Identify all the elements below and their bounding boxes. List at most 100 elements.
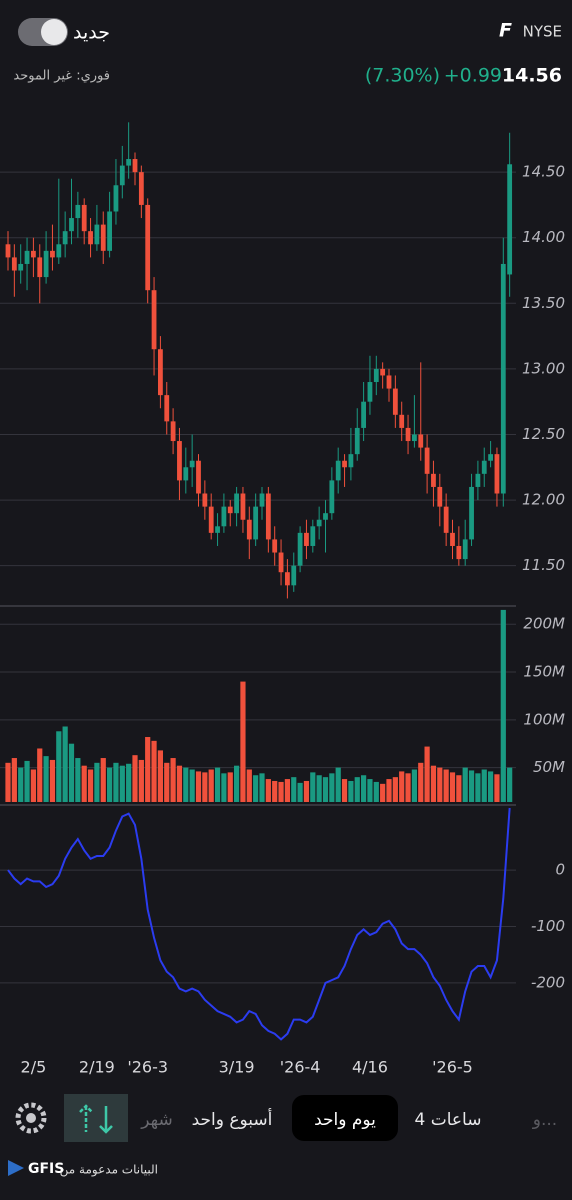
candle-body	[354, 427, 360, 455]
y-tick-label: 14.50	[522, 163, 565, 181]
candle-body	[50, 250, 55, 258]
volume-bar	[303, 780, 310, 802]
ticker: F	[499, 20, 512, 42]
candle-body	[145, 204, 151, 291]
volume-bar	[284, 779, 290, 802]
candle-body	[56, 244, 62, 258]
tab[interactable]: 4 ساعات	[415, 1110, 482, 1130]
candle-body	[424, 447, 430, 474]
volume-bar	[462, 767, 468, 802]
volume-bar	[18, 767, 24, 802]
volume-bar	[151, 740, 157, 802]
x-tick-label: '26-5	[432, 1058, 473, 1077]
volume-bar	[500, 609, 506, 802]
candle-body	[126, 159, 132, 166]
volume-bar	[456, 775, 462, 802]
candle-body	[138, 172, 144, 205]
candle-body	[164, 395, 170, 422]
volume-bar	[297, 782, 303, 802]
candle-body	[488, 454, 493, 461]
volume-bar	[437, 767, 443, 802]
volume-bar	[24, 760, 30, 802]
x-tick-label: 4/16	[352, 1058, 388, 1077]
candle-body	[316, 519, 322, 527]
y-tick-label: 100M	[523, 710, 565, 728]
selected-tab-bg[interactable]	[292, 1095, 398, 1141]
candle-body	[335, 460, 341, 481]
candle-body	[386, 375, 392, 389]
price: 14.56	[502, 65, 562, 87]
candle-body	[62, 231, 68, 245]
volume-bar	[405, 773, 411, 802]
volume-bar	[246, 769, 252, 802]
volume-bar	[94, 762, 100, 802]
volume-bar	[507, 767, 513, 802]
volume-bar	[310, 772, 316, 802]
candle-body	[11, 257, 17, 271]
volume-bar	[138, 759, 144, 802]
volume-bar	[265, 779, 271, 802]
volume-bar	[113, 762, 119, 802]
volume-bar	[183, 767, 189, 802]
volume-bar	[75, 758, 81, 802]
volume-bar	[475, 773, 481, 802]
gear[interactable]	[15, 1102, 47, 1134]
tab[interactable]: شهر	[140, 1110, 172, 1130]
y-tick-label: 13.00	[522, 359, 565, 377]
candle-body	[183, 467, 189, 481]
volume-bar	[443, 769, 449, 802]
x-tick-label: '26-3	[127, 1058, 168, 1077]
candle-body	[469, 486, 474, 540]
tab[interactable]: و...	[532, 1110, 557, 1130]
volume-bar	[430, 765, 437, 802]
volume-bar	[367, 779, 373, 802]
volume-bar	[170, 758, 176, 802]
volume-bar	[11, 758, 17, 802]
volume-bar	[494, 774, 500, 802]
x-tick-label: '26-4	[280, 1058, 321, 1077]
candle-body	[43, 250, 49, 278]
volume-bar	[322, 777, 329, 802]
tab[interactable]: أسبوع واحد	[192, 1108, 273, 1130]
candle-body	[107, 211, 112, 251]
candle-body	[291, 565, 297, 586]
brand: GFIS	[28, 1161, 64, 1177]
volume-bar	[214, 767, 221, 802]
brand-logo	[8, 1160, 24, 1176]
candle-body	[405, 427, 411, 442]
sort-button-bg[interactable]	[64, 1094, 128, 1142]
volume-bar	[43, 756, 49, 802]
candle-body	[494, 454, 500, 494]
candle-body	[221, 506, 227, 527]
candle-body	[412, 434, 417, 442]
candle-body	[246, 519, 252, 540]
toggle-knob[interactable]	[41, 19, 67, 45]
candle-body	[170, 421, 176, 442]
volume-bar	[272, 780, 278, 802]
arrow-up[interactable]	[79, 1104, 93, 1132]
toggle[interactable]	[18, 18, 68, 46]
candle-body	[240, 493, 246, 520]
volume-bar	[399, 771, 405, 802]
candle-body	[329, 480, 335, 514]
volume-bar	[424, 746, 430, 802]
exchange: NYSE	[523, 23, 562, 41]
volume-bar	[126, 763, 132, 802]
candle-body	[113, 185, 119, 212]
sort-button[interactable]	[64, 1094, 128, 1142]
candle-body	[158, 349, 163, 396]
arrow-down[interactable]	[99, 1106, 113, 1134]
volume-bar	[468, 770, 475, 802]
volume-bar	[119, 765, 125, 802]
settings-button[interactable]	[15, 1102, 47, 1134]
candle-body	[202, 493, 208, 507]
y-tick-label: 150M	[523, 663, 565, 681]
candle-body	[380, 368, 386, 376]
tab-selected[interactable]: يوم واحد	[314, 1110, 376, 1130]
candle-body	[399, 414, 405, 428]
y-tick-label: -100	[531, 917, 565, 935]
cci-line	[7, 807, 511, 1041]
candle-body	[272, 539, 278, 553]
gear-hub[interactable]	[26, 1113, 36, 1123]
